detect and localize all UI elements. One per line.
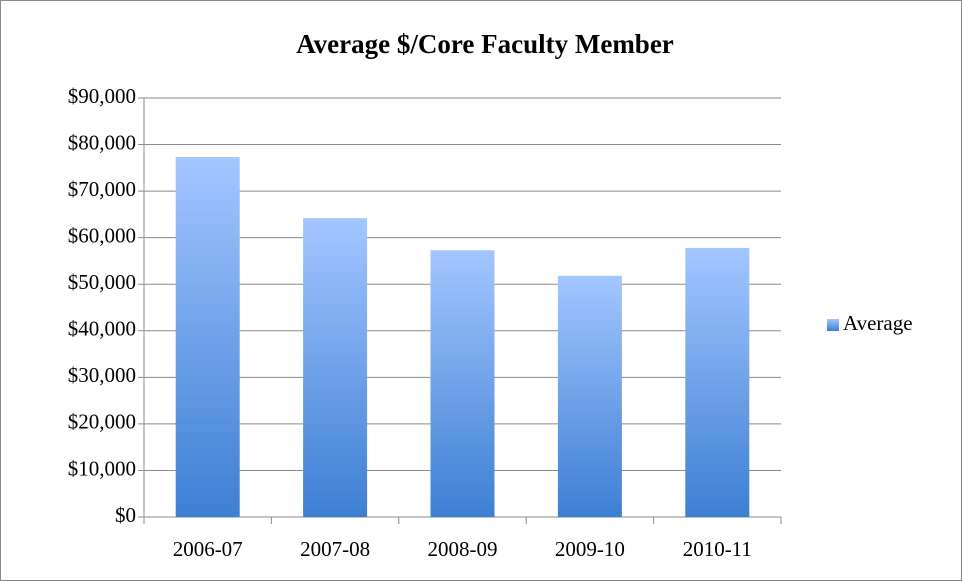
y-tick-label: $10,000 bbox=[68, 456, 136, 480]
bar bbox=[430, 250, 495, 517]
x-tick-label: 2009-10 bbox=[555, 537, 625, 561]
y-tick-label: $30,000 bbox=[68, 363, 136, 387]
x-tick-label: 2010-11 bbox=[683, 537, 752, 561]
bar bbox=[685, 247, 750, 518]
y-tick-label: $0 bbox=[115, 503, 136, 527]
chart-title: Average $/Core Faculty Member bbox=[296, 29, 674, 59]
y-tick-label: $50,000 bbox=[68, 270, 136, 294]
x-tick-label: 2006-07 bbox=[173, 537, 243, 561]
y-tick-label: $60,000 bbox=[68, 223, 136, 247]
y-tick-label: $20,000 bbox=[68, 410, 136, 434]
y-tick-label: $40,000 bbox=[68, 317, 136, 341]
x-tick-label: 2008-09 bbox=[428, 537, 498, 561]
y-tick-label: $80,000 bbox=[68, 130, 136, 154]
bar bbox=[175, 157, 240, 517]
y-tick-label: $70,000 bbox=[68, 177, 136, 201]
legend-label: Average bbox=[843, 311, 913, 335]
legend-swatch bbox=[827, 319, 839, 331]
bar bbox=[557, 275, 622, 517]
y-tick-label: $90,000 bbox=[68, 84, 136, 108]
bar bbox=[303, 218, 368, 517]
x-tick-label: 2007-08 bbox=[300, 537, 370, 561]
